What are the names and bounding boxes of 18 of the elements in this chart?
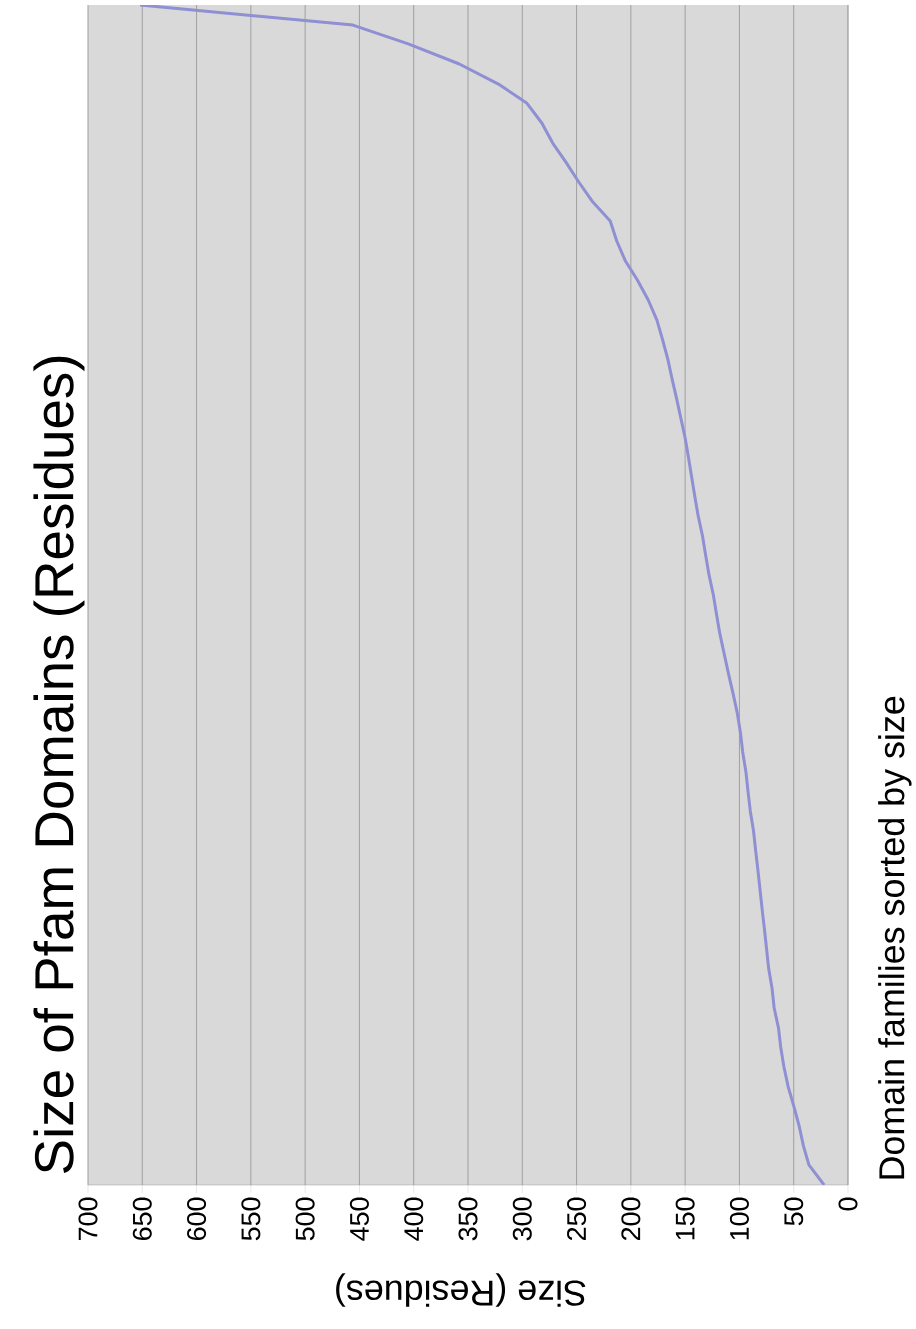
x-tick-label: 700 — [78, 1197, 98, 1241]
x-tick-label: 150 — [675, 1197, 695, 1240]
x-tick-label: 550 — [241, 1197, 261, 1241]
x-tick-label: 650 — [132, 1197, 152, 1241]
x-tick-label: 250 — [567, 1197, 587, 1241]
x-tick-label: 300 — [512, 1197, 532, 1241]
x-tick-label: 0 — [838, 1197, 858, 1211]
x-tick-label: 450 — [349, 1197, 369, 1241]
x-tick-label: 400 — [404, 1197, 424, 1241]
x-tick-label: 50 — [784, 1197, 804, 1226]
x-tick-label: 600 — [187, 1197, 207, 1241]
x-tick-label: 350 — [458, 1197, 478, 1241]
x-tick-label: 100 — [729, 1197, 749, 1240]
text: Size of Pfam Domains (Residues) — [33, 356, 85, 1174]
y-axis-title: Domain families sorted by size — [878, 696, 912, 1179]
x-tick-label: 500 — [295, 1197, 315, 1241]
x-tick-label: 200 — [621, 1197, 641, 1241]
x-axis-title: Size (Residues) — [336, 1273, 586, 1307]
